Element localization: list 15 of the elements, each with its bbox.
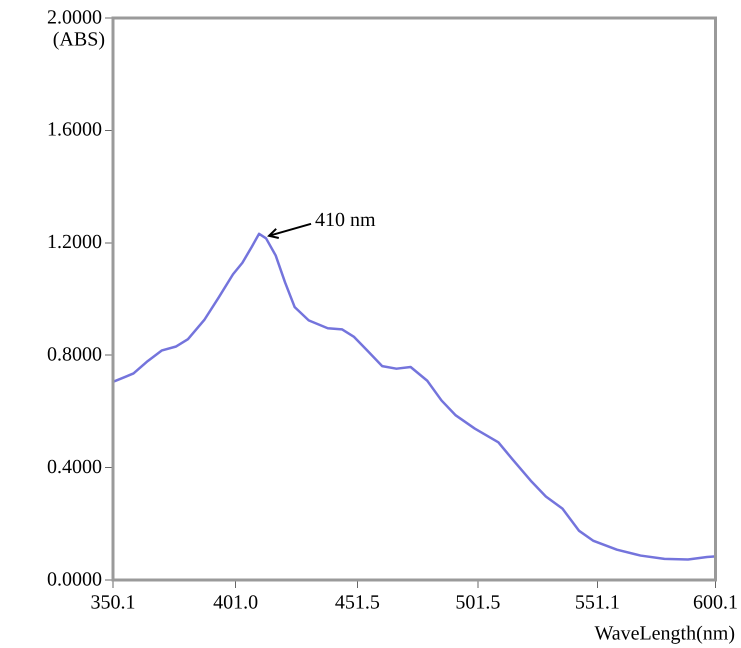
- y-tick-label: 1.6000: [47, 118, 102, 141]
- annotation: 410 nm: [315, 209, 376, 232]
- x-tick-label: 451.5: [334, 591, 380, 614]
- x-tick-label: 350.1: [90, 591, 136, 614]
- y-tick-label: 1.2000: [47, 231, 102, 254]
- y-tick-label: 0.4000: [47, 456, 102, 478]
- y-tick-label: 0.0000: [47, 568, 102, 590]
- x-axis-title: WaveLength(nm): [594, 622, 735, 644]
- y-tick-label: 0.8000: [47, 343, 102, 366]
- x-tick-label: 501.5: [455, 591, 500, 614]
- y-tick-label: 2.0000: [47, 6, 102, 28]
- x-tick-label: 401.0: [213, 591, 258, 614]
- y-axis-title: (ABS): [52, 28, 105, 50]
- x-tick-label: 600.1: [693, 591, 738, 614]
- x-tick-label: 551.1: [574, 591, 620, 614]
